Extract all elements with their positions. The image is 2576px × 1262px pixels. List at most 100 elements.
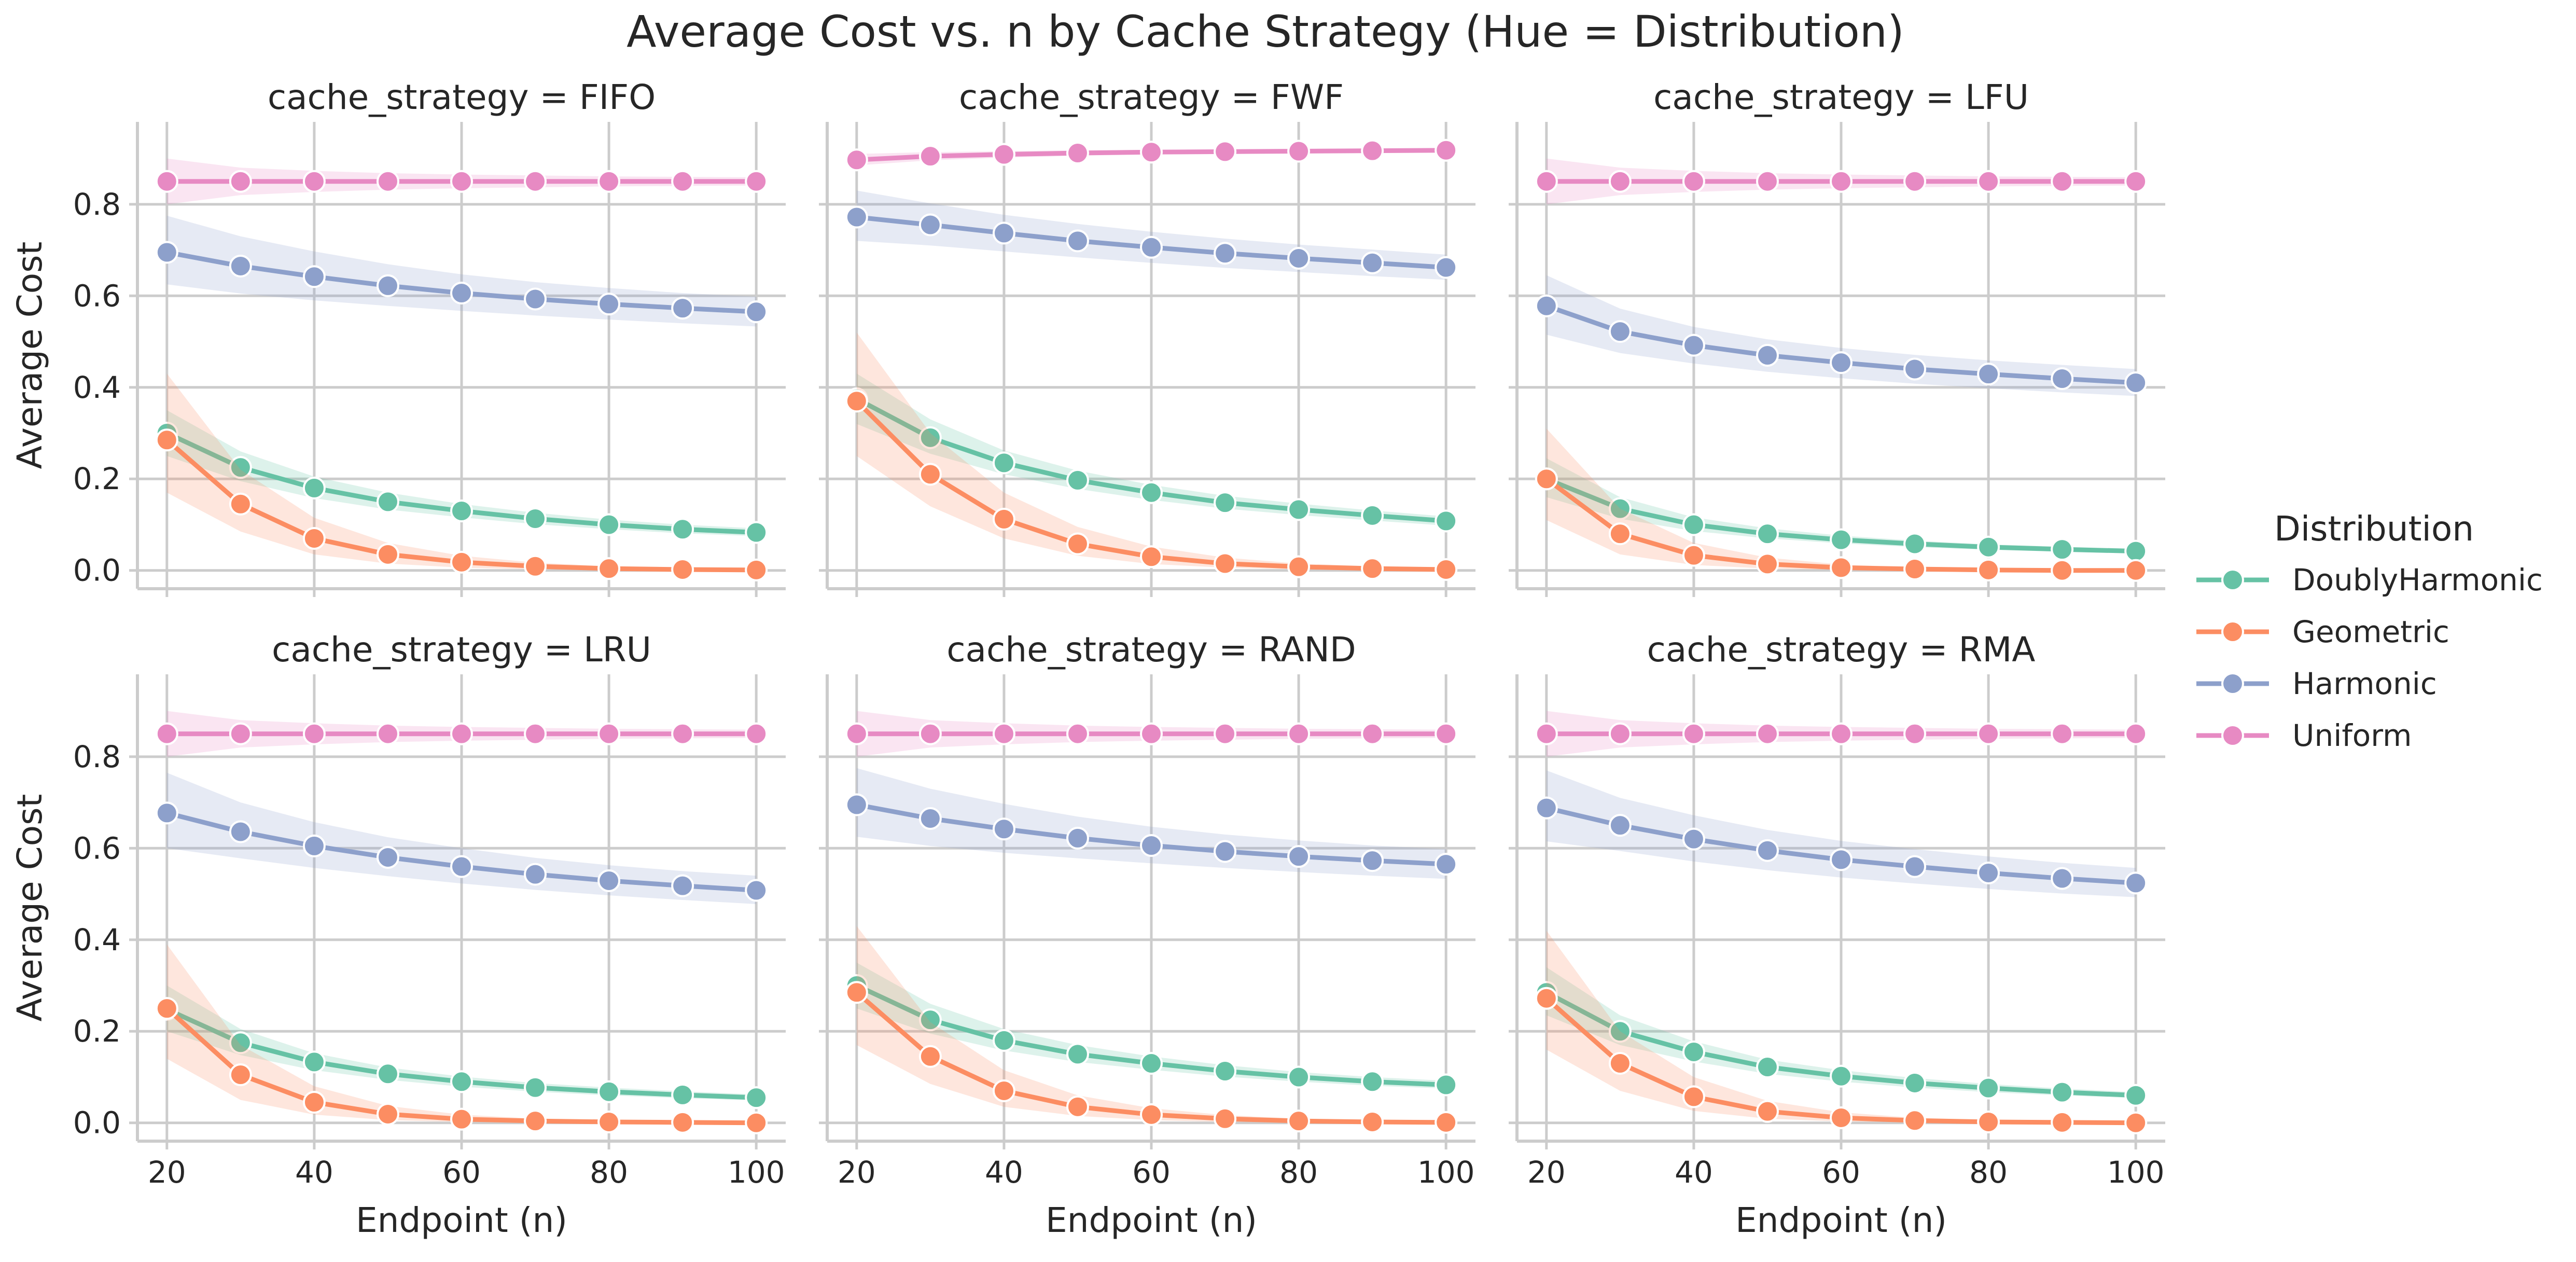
legend-swatch-marker	[2221, 724, 2244, 747]
x-tick-label: 60	[1132, 1155, 1171, 1190]
data-point	[1287, 498, 1311, 521]
data-point	[1756, 522, 1779, 546]
data-point	[1903, 855, 1927, 878]
y-tick-label: 0.6	[73, 830, 121, 866]
series-geometric	[845, 332, 1458, 581]
x-tick-label: 100	[728, 1155, 785, 1190]
data-point	[450, 722, 473, 745]
data-point	[671, 297, 694, 320]
data-point	[450, 500, 473, 522]
data-point	[1977, 861, 2000, 884]
data-point	[1756, 1100, 1779, 1123]
data-point	[1066, 468, 1089, 492]
data-point	[1682, 722, 1705, 745]
data-point	[2124, 722, 2148, 745]
data-point	[1682, 170, 1705, 193]
x-tick-label: 100	[2107, 1155, 2165, 1190]
figure-title: Average Cost vs. n by Cache Strategy (Hu…	[626, 6, 1904, 57]
data-point	[302, 265, 326, 288]
data-point	[524, 863, 547, 886]
data-point	[671, 874, 694, 897]
data-point	[1682, 827, 1705, 851]
data-point	[918, 722, 942, 745]
data-point	[1066, 229, 1089, 253]
data-point	[1066, 142, 1089, 164]
data-point	[1140, 481, 1163, 504]
data-point	[1608, 170, 1632, 193]
x-tick-label: 40	[985, 1155, 1023, 1190]
data-point	[1830, 556, 1853, 579]
data-point	[450, 1107, 473, 1131]
data-point	[1903, 722, 1927, 745]
y-tick-label: 0.8	[73, 739, 121, 774]
data-point	[992, 221, 1015, 245]
legend-swatch-marker	[2221, 568, 2244, 591]
data-point	[992, 143, 1015, 166]
data-point	[1435, 1073, 1458, 1097]
data-point	[376, 274, 399, 297]
data-point	[2124, 1111, 2148, 1134]
data-point	[1977, 1110, 2000, 1133]
data-point	[1435, 509, 1458, 533]
y-tick-label: 0.6	[73, 278, 121, 313]
data-point	[1214, 1107, 1237, 1130]
data-point	[1977, 170, 2000, 193]
series-geometric	[1535, 931, 2148, 1134]
data-point	[1287, 246, 1311, 270]
data-point	[1535, 294, 1558, 317]
data-point	[1214, 242, 1237, 265]
data-point	[1756, 722, 1779, 745]
series-uniform	[1535, 158, 2148, 204]
x-tick-label: 40	[1675, 1155, 1713, 1190]
data-point	[918, 1045, 942, 1068]
data-point	[229, 254, 252, 278]
series-geometric	[155, 944, 768, 1134]
data-point	[1903, 1071, 1927, 1094]
data-point	[1977, 558, 2000, 581]
data-point	[1361, 849, 1384, 872]
data-point	[1214, 491, 1237, 515]
data-point	[1435, 1111, 1458, 1134]
data-point	[1287, 140, 1311, 163]
data-point	[745, 879, 768, 902]
data-point	[845, 722, 868, 745]
data-point	[1287, 845, 1311, 868]
data-point	[992, 451, 1015, 475]
data-point	[745, 521, 768, 544]
data-point	[524, 287, 547, 311]
data-point	[745, 558, 768, 581]
data-point	[2124, 539, 2148, 563]
data-point	[155, 801, 178, 825]
data-point	[1214, 140, 1237, 163]
data-point	[1066, 722, 1089, 745]
x-axis-label: Endpoint (n)	[1735, 1200, 1947, 1240]
panel-grid: cache_strategy = FIFO 0.0 0.2 0.4 0.6 0.8 Aver…	[10, 77, 2165, 1240]
data-point	[597, 170, 621, 193]
data-point	[450, 1070, 473, 1093]
data-point	[1608, 722, 1632, 745]
data-point	[1608, 522, 1632, 546]
data-point	[376, 490, 399, 514]
data-point	[1535, 467, 1558, 491]
data-point	[155, 997, 178, 1020]
data-point	[845, 981, 868, 1004]
data-point	[524, 722, 547, 745]
data-point	[1977, 363, 2000, 386]
data-point	[918, 1008, 942, 1032]
data-point	[1608, 497, 1632, 520]
data-point	[745, 300, 768, 324]
data-point	[2051, 1111, 2074, 1134]
series-doublyharmonic	[155, 410, 768, 544]
data-point	[1830, 170, 1853, 193]
data-point	[376, 543, 399, 566]
series-harmonic	[845, 768, 1458, 879]
x-tick-label: 80	[1279, 1155, 1318, 1190]
data-point	[450, 550, 473, 574]
data-point	[1214, 1060, 1237, 1083]
legend: Distribution DoublyHarmonic Geometric Harm…	[2196, 509, 2543, 753]
series-uniform	[155, 158, 768, 204]
data-point	[229, 820, 252, 843]
y-axis-label: Average Cost	[10, 242, 50, 469]
y-axis-label: Average Cost	[10, 794, 50, 1022]
data-point	[918, 426, 942, 449]
